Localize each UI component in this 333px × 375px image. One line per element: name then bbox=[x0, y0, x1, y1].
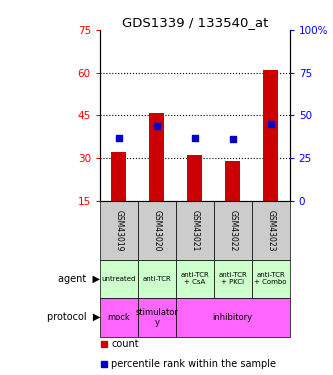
Bar bbox=[176, 298, 290, 336]
Text: GSM43022: GSM43022 bbox=[228, 210, 237, 251]
Text: untreated: untreated bbox=[102, 276, 136, 282]
Bar bbox=[138, 201, 176, 260]
Point bbox=[192, 135, 197, 141]
Point bbox=[268, 121, 273, 127]
Text: GSM43020: GSM43020 bbox=[152, 210, 162, 251]
Bar bbox=[225, 161, 240, 201]
Bar bbox=[149, 112, 165, 201]
Bar bbox=[214, 201, 252, 260]
Text: agent  ▶: agent ▶ bbox=[58, 274, 100, 284]
Point bbox=[154, 123, 160, 129]
Bar bbox=[176, 201, 214, 260]
Text: anti-TCR
+ Combo: anti-TCR + Combo bbox=[254, 272, 287, 285]
Text: GSM43023: GSM43023 bbox=[266, 210, 275, 251]
Point bbox=[230, 136, 235, 142]
Text: GSM43019: GSM43019 bbox=[114, 210, 124, 251]
Bar bbox=[100, 298, 138, 336]
Bar bbox=[214, 260, 252, 298]
Bar bbox=[138, 260, 176, 298]
Bar bbox=[100, 201, 138, 260]
Text: anti-TCR
+ CsA: anti-TCR + CsA bbox=[180, 272, 209, 285]
Text: anti-TCR: anti-TCR bbox=[143, 276, 171, 282]
Text: anti-TCR
+ PKCi: anti-TCR + PKCi bbox=[218, 272, 247, 285]
Bar bbox=[138, 298, 176, 336]
Bar bbox=[252, 201, 290, 260]
Bar bbox=[263, 70, 278, 201]
Text: GSM43021: GSM43021 bbox=[190, 210, 199, 251]
Text: inhibitory: inhibitory bbox=[213, 313, 253, 322]
Text: stimulator
y: stimulator y bbox=[136, 308, 178, 327]
Text: count: count bbox=[111, 339, 139, 349]
Text: percentile rank within the sample: percentile rank within the sample bbox=[111, 358, 276, 369]
Bar bbox=[252, 260, 290, 298]
Text: protocol  ▶: protocol ▶ bbox=[47, 312, 100, 322]
Bar bbox=[176, 260, 214, 298]
Bar bbox=[111, 153, 127, 201]
Point bbox=[116, 135, 122, 141]
Bar bbox=[187, 155, 202, 201]
Text: mock: mock bbox=[108, 313, 130, 322]
Bar bbox=[100, 260, 138, 298]
Title: GDS1339 / 133540_at: GDS1339 / 133540_at bbox=[122, 16, 268, 29]
